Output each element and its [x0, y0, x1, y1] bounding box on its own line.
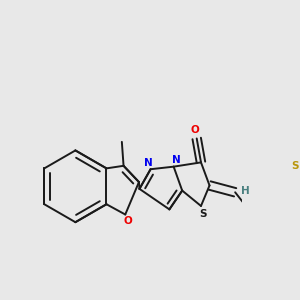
Text: S: S [199, 208, 206, 219]
Text: O: O [124, 216, 132, 226]
Text: N: N [172, 155, 181, 165]
Text: S: S [291, 161, 299, 171]
Text: H: H [241, 186, 250, 196]
Text: O: O [190, 125, 200, 135]
Text: N: N [145, 158, 153, 168]
